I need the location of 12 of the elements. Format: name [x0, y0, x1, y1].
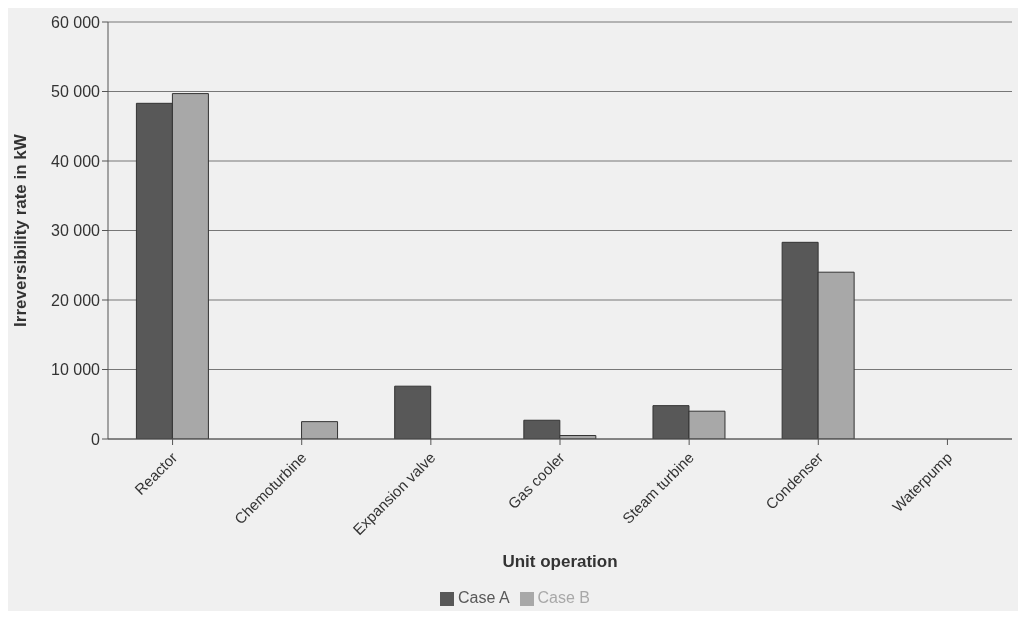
legend-label: Case B — [537, 589, 591, 606]
legend-label: Case A — [457, 589, 510, 606]
y-tick-label: 20 000 — [51, 291, 101, 309]
y-tick-label: 10 000 — [51, 361, 101, 379]
y-tick-label: 60 000 — [51, 13, 101, 31]
bar — [301, 421, 339, 439]
y-tick-label: 30 000 — [51, 222, 101, 240]
y-tick-label: 50 000 — [51, 83, 101, 101]
y-tick-label: 40 000 — [51, 152, 101, 170]
y-tick-label: 0 — [91, 430, 101, 448]
y-axis-title: Irreversibility rate in kW — [11, 133, 31, 327]
x-axis-title: Unit operation — [502, 552, 618, 571]
